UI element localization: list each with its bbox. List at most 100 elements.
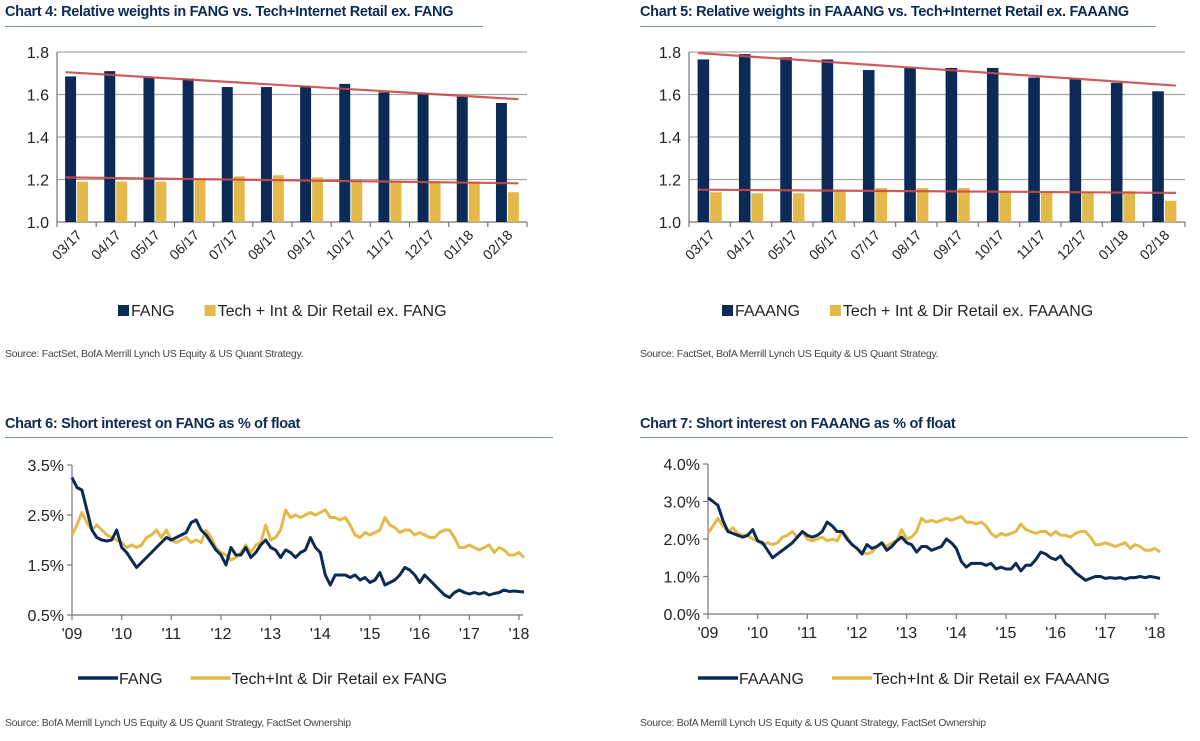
chart-7-plot: 0.0% 1.0% 2.0% 3.0% 4.0% '09 '10 '11 '12 '13 '14 '1…	[664, 457, 1166, 688]
x-tick-label: 11/17	[363, 227, 399, 263]
bar-tech-int-dir-retail-ex-fang	[390, 181, 402, 222]
bar-tech-int-dir-retail-ex-fang	[233, 176, 245, 222]
x-tick-label: '14	[310, 626, 331, 643]
bar-tech-int-dir-retail-ex-fang	[116, 181, 128, 222]
chart-4-title-rule	[5, 26, 483, 27]
bar-tech-int-dir-retail-ex-faaang	[916, 188, 929, 222]
bar-tech-int-dir-retail-ex-fang	[429, 181, 441, 222]
y-tick-label: 3.0%	[664, 495, 700, 512]
bar-tech-int-dir-retail-ex-faaang	[792, 193, 805, 222]
bar-tech-int-dir-retail-ex-faaang	[1123, 191, 1136, 222]
y-tick-label: 1.6	[27, 88, 49, 105]
x-tick-label: '15	[996, 625, 1017, 642]
y-tick-label: 1.8	[27, 45, 49, 62]
legend-swatch	[204, 305, 216, 316]
trendline	[65, 71, 519, 101]
bar-fang	[260, 87, 272, 222]
bar-fang	[456, 96, 468, 222]
bar-fang	[339, 83, 351, 222]
chart-5-title: Chart 5: Relative weights in FAAANG vs. …	[640, 4, 1129, 20]
bar-faaang	[1069, 78, 1082, 222]
bar-tech-int-dir-retail-ex-fang	[507, 192, 519, 222]
x-tick-label: 07/17	[205, 227, 241, 263]
chart-7-title-rule	[640, 437, 1188, 438]
chart-5-title-rule	[640, 26, 1156, 27]
bar-fang	[495, 103, 507, 222]
chart-5-plot: 1.0 1.2 1.4 1.6 1.8 03/17 04/17 05/17 06/17 07/17…	[659, 45, 1186, 320]
series-line-fang	[70, 476, 525, 599]
x-tick-label: 10/17	[971, 227, 1007, 263]
legend-label: FANG	[119, 671, 163, 688]
x-tick-label: '17	[1095, 625, 1116, 642]
bar-faaang	[862, 70, 875, 222]
legend-label: FAAANG	[735, 303, 800, 320]
x-tick-label: '13	[260, 626, 281, 643]
y-tick-label: 1.0%	[664, 570, 700, 587]
x-tick-label: 12/17	[1054, 227, 1090, 263]
x-tick-label: 08/17	[888, 227, 924, 263]
x-tick-label: 03/17	[49, 227, 85, 263]
x-tick-label: '11	[797, 625, 817, 642]
trendline	[698, 51, 1176, 87]
x-tick-label: '16	[409, 626, 430, 643]
chart-6-title-rule	[5, 437, 553, 438]
legend-label: Tech+Int & Dir Retail ex FAAANG	[873, 671, 1110, 688]
trendline	[65, 176, 519, 185]
x-tick-label: 02/18	[1136, 227, 1172, 263]
y-tick-label: 0.5%	[28, 608, 64, 625]
legend-label: Tech + Int & Dir Retail ex. FAAANG	[843, 303, 1093, 320]
x-tick-label: 08/17	[244, 227, 280, 263]
bar-faaang	[1110, 82, 1123, 222]
chart-4-title: Chart 4: Relative weights in FANG vs. Te…	[5, 4, 454, 20]
x-tick-label: '17	[459, 626, 480, 643]
bar-fang	[143, 77, 155, 222]
y-tick-label: 1.4	[659, 130, 681, 147]
x-tick-label: 05/17	[127, 227, 163, 263]
bar-faaang	[1152, 91, 1164, 222]
bar-tech-int-dir-retail-ex-faaang	[1040, 192, 1053, 222]
legend-swatch	[722, 305, 733, 316]
x-tick-label: 06/17	[166, 227, 202, 263]
bar-tech-int-dir-retail-ex-faaang	[834, 191, 846, 222]
bar-tech-int-dir-retail-ex-faaang	[751, 193, 764, 222]
y-tick-label: 0.0%	[664, 607, 700, 624]
x-tick-label: 03/17	[682, 227, 718, 263]
y-tick-label: 1.4	[27, 130, 49, 147]
chart-7-title: Chart 7: Short interest on FAAANG as % o…	[640, 416, 956, 432]
legend-label: FAAANG	[739, 671, 804, 688]
x-tick-label: 11/17	[1013, 227, 1049, 263]
chart-4-plot: 1.0 1.2 1.4 1.6 1.8 03/17 04/17 05/17 06/17 07/17…	[27, 45, 528, 320]
x-tick-label: '15	[360, 626, 381, 643]
x-tick-label: '18	[509, 626, 530, 643]
x-tick-label: '11	[161, 626, 181, 643]
bar-faaang	[986, 67, 999, 222]
bar-faaang	[821, 59, 834, 222]
y-tick-label: 4.0%	[664, 457, 700, 474]
bar-fang	[378, 92, 390, 222]
y-tick-label: 2.0%	[664, 532, 700, 549]
chart-7-source: Source: BofA Merrill Lynch US Equity & U…	[640, 717, 986, 729]
x-tick-label: '14	[946, 625, 967, 642]
x-tick-label: 09/17	[284, 227, 320, 263]
y-tick-label: 2.5%	[28, 508, 64, 525]
chart-6-title: Chart 6: Short interest on FANG as % of …	[5, 416, 301, 432]
x-tick-label: '09	[62, 626, 83, 643]
x-tick-label: 01/18	[440, 227, 476, 263]
x-tick-label: '12	[211, 626, 232, 643]
bar-tech-int-dir-retail-ex-fang	[468, 181, 480, 222]
x-tick-label: '09	[698, 625, 719, 642]
x-tick-label: 05/17	[764, 227, 800, 263]
bar-faaang	[1028, 77, 1040, 222]
x-tick-label: '12	[847, 625, 868, 642]
x-tick-label: 06/17	[806, 227, 842, 263]
series-line-faaang	[707, 496, 1161, 582]
trendline	[698, 188, 1176, 194]
series-line-tech-int-dir-retail-ex-fang	[70, 508, 526, 562]
series-line-tech-int-dir-retail-ex-faaang	[706, 515, 1161, 556]
x-tick-label: '10	[111, 626, 132, 643]
legend-label: Tech+Int & Dir Retail ex FANG	[232, 671, 448, 688]
bar-tech-int-dir-retail-ex-fang	[77, 181, 89, 222]
bar-fang	[65, 76, 77, 222]
y-tick-label: 3.5%	[28, 458, 64, 475]
x-tick-label: 12/17	[401, 227, 437, 263]
